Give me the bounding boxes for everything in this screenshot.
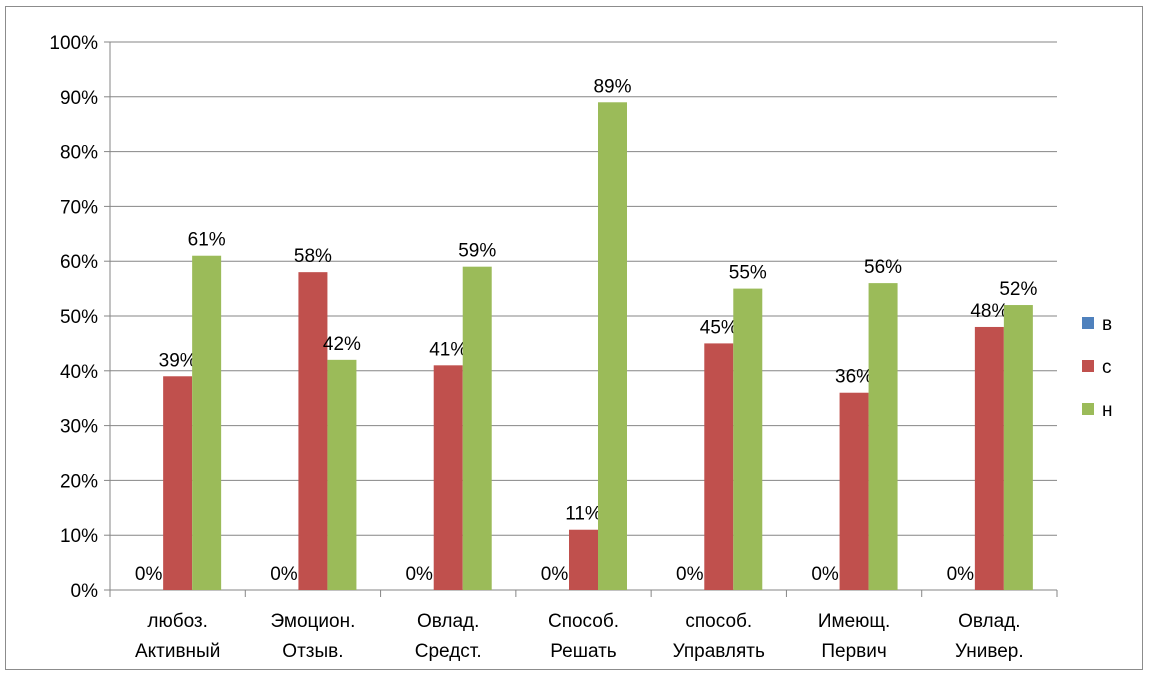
data-label-н-0: 61% [188, 230, 226, 251]
data-label-в-0: 0% [135, 564, 163, 585]
data-label-в-3: 0% [541, 564, 569, 585]
data-label-в-2: 0% [405, 564, 433, 585]
data-label-н-1: 42% [323, 334, 361, 355]
legend-swatch-в [1082, 317, 1094, 329]
x-tick-label: способ. [685, 611, 752, 632]
y-tick-label: 50% [60, 307, 98, 328]
data-label-с-5: 36% [835, 367, 873, 388]
y-tick-label: 60% [60, 252, 98, 273]
y-tick-label: 0% [71, 581, 99, 602]
data-label-с-3: 11% [565, 504, 602, 525]
data-label-н-4: 55% [729, 263, 767, 284]
legend-swatch-н [1082, 403, 1094, 415]
x-tick-label: Способ. [548, 611, 619, 632]
x-tick-label: Овлад. [958, 611, 1020, 632]
x-tick-label: Имеющ. [818, 611, 890, 632]
bar-н-6 [1003, 305, 1033, 590]
y-tick-label: 20% [60, 471, 98, 492]
bar-н-5 [868, 283, 898, 590]
data-label-н-5: 56% [864, 257, 902, 278]
bar-н-3 [598, 102, 627, 590]
data-label-с-0: 39% [159, 350, 197, 371]
data-label-с-4: 45% [700, 317, 738, 338]
y-tick-label: 30% [60, 417, 98, 438]
bar-с-5 [839, 392, 869, 590]
y-tick-label: 70% [60, 197, 98, 218]
data-label-н-3: 89% [593, 76, 631, 97]
x-tick-label: Эмоцион. [270, 611, 355, 632]
y-tick-label: 40% [60, 362, 98, 383]
data-label-с-6: 48% [970, 301, 1008, 322]
legend-swatch-с [1082, 360, 1094, 372]
bar-н-0 [192, 255, 222, 590]
y-tick-label: 90% [60, 88, 98, 109]
data-label-в-5: 0% [811, 564, 839, 585]
x-tick-label: Управлять [673, 641, 765, 662]
data-label-в-6: 0% [947, 564, 975, 585]
x-tick-label: Активный [135, 641, 220, 662]
bar-с-3 [569, 529, 598, 590]
bar-с-1 [298, 272, 328, 590]
x-tick-label: любоз. [147, 611, 208, 632]
x-tick-label: Первич [821, 641, 886, 662]
y-tick-label: 10% [60, 526, 98, 547]
bar-с-0 [163, 376, 193, 590]
bar-с-2 [433, 365, 463, 590]
data-label-с-2: 41% [429, 339, 467, 360]
x-tick-label: Отзыв. [282, 641, 343, 662]
bar-с-6 [974, 326, 1004, 590]
data-label-в-4: 0% [676, 564, 704, 585]
data-label-в-1: 0% [270, 564, 298, 585]
data-label-н-6: 52% [999, 279, 1037, 300]
data-label-с-1: 58% [294, 246, 332, 267]
legend-label-с: с [1102, 357, 1112, 378]
y-tick-label: 80% [60, 143, 98, 164]
x-tick-label: Решать [550, 641, 616, 662]
legend-label-н: н [1102, 400, 1113, 421]
x-tick-label: Средст. [415, 641, 482, 662]
x-tick-label: Овлад. [417, 611, 479, 632]
bar-н-4 [733, 288, 763, 590]
bar-н-1 [327, 359, 357, 590]
bar-с-4 [704, 343, 734, 590]
legend-label-в: в [1102, 314, 1112, 335]
x-tick-label: Универ. [955, 641, 1024, 662]
bar-н-2 [462, 266, 492, 590]
y-tick-label: 100% [49, 33, 98, 54]
data-label-н-2: 59% [458, 241, 496, 262]
